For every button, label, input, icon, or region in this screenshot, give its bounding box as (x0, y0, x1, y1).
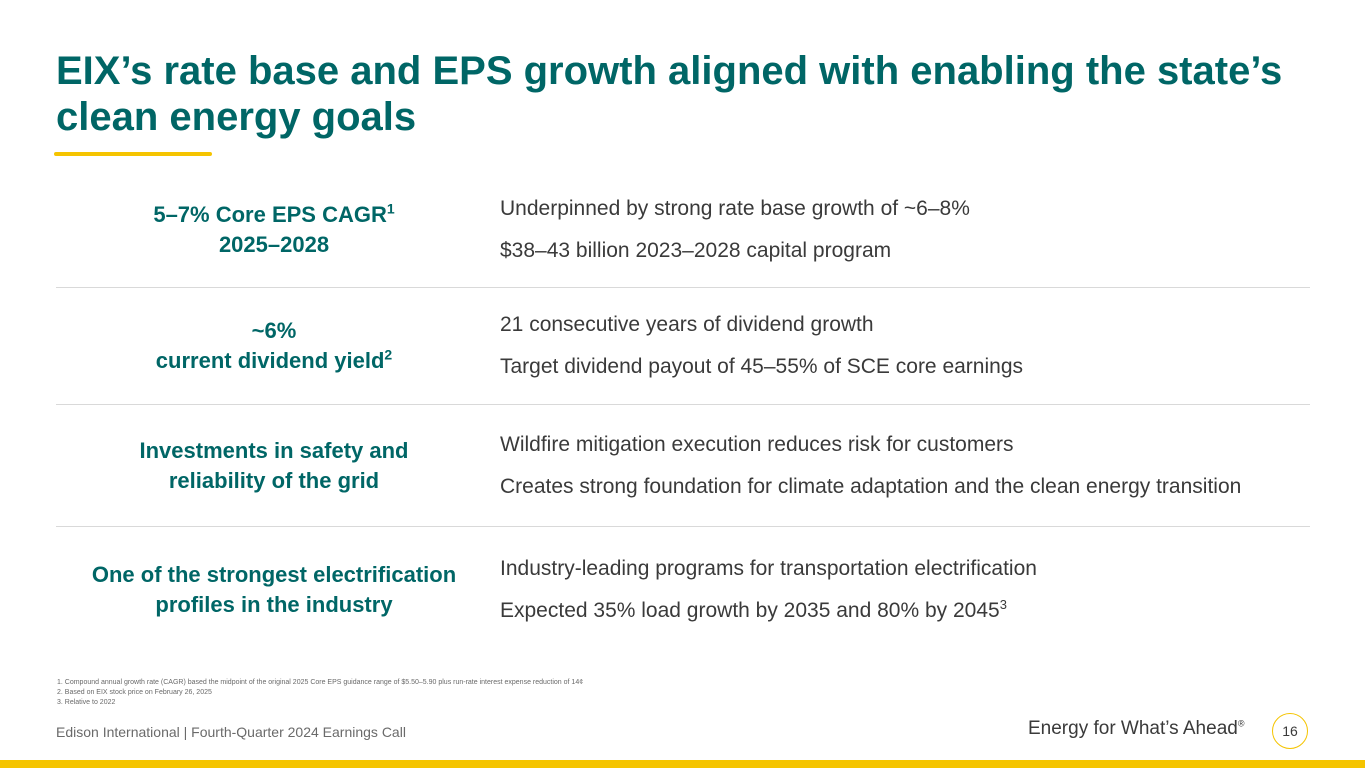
bottom-accent-bar (0, 760, 1365, 768)
row-detail-line: Wildfire mitigation execution reduces ri… (500, 432, 1014, 456)
row-detail-line: 21 consecutive years of dividend growth (500, 313, 874, 336)
row-heading-line2: profiles in the industry (155, 592, 393, 617)
row-details: Wildfire mitigation execution reduces ri… (492, 431, 1310, 501)
slide-title: EIX’s rate base and EPS growth aligned w… (56, 49, 1283, 139)
brand-tagline: Energy for What’s Ahead® (1028, 718, 1245, 739)
row-details: 21 consecutive years of dividend growth … (492, 311, 1310, 381)
page-number-badge: 16 (1272, 713, 1308, 749)
highlights-table: 5–7% Core EPS CAGR1 2025–2028 Underpinne… (56, 172, 1310, 653)
highlight-row-electrification: One of the strongest electrification pro… (56, 527, 1310, 653)
row-detail-line: Creates strong foundation for climate ad… (500, 474, 1242, 498)
footnote: 2. Based on EIX stock price on February … (57, 689, 212, 696)
footnote: 1. Compound annual growth rate (CAGR) ba… (57, 679, 584, 686)
title-accent-bar (54, 152, 212, 156)
footnote-ref: 2 (384, 346, 393, 363)
registered-mark: ® (1237, 718, 1245, 729)
footnote: 3. Relative to 2022 (57, 699, 116, 706)
row-heading-line1: ~6% (251, 318, 297, 343)
footer-event-label: Edison International | Fourth-Quarter 20… (56, 724, 406, 740)
row-heading-line2: reliability of the grid (168, 467, 380, 493)
row-heading: One of the strongest electrification pro… (56, 560, 492, 620)
row-heading-line1: One of the strongest electrification (91, 562, 457, 587)
row-heading: ~6% current dividend yield2 (56, 316, 492, 376)
row-heading-line1: 5–7% Core EPS CAGR (153, 201, 387, 227)
footnote-ref: 1 (386, 200, 395, 217)
row-heading-line1: Investments in safety and (139, 437, 409, 463)
footnotes: 1. Compound annual growth rate (CAGR) ba… (57, 678, 583, 708)
row-heading: Investments in safety and reliability of… (56, 436, 492, 496)
row-detail-line: Expected 35% load growth by 2035 and 80%… (500, 597, 1007, 622)
highlight-row-dividend: ~6% current dividend yield2 21 consecuti… (56, 288, 1310, 405)
highlight-row-eps: 5–7% Core EPS CAGR1 2025–2028 Underpinne… (56, 172, 1310, 288)
row-heading: 5–7% Core EPS CAGR1 2025–2028 (56, 200, 492, 260)
row-detail-line: $38–43 billion 2023–2028 capital program (500, 238, 892, 262)
row-detail-line: Industry-leading programs for transporta… (500, 557, 1037, 580)
row-detail-line: Underpinned by strong rate base growth o… (500, 196, 970, 220)
row-heading-line2: current dividend yield (155, 348, 385, 373)
row-details: Underpinned by strong rate base growth o… (492, 195, 1310, 265)
row-detail-line: Target dividend payout of 45–55% of SCE … (500, 355, 1024, 378)
row-details: Industry-leading programs for transporta… (492, 555, 1310, 625)
page-number: 16 (1282, 723, 1298, 739)
highlight-row-safety: Investments in safety and reliability of… (56, 405, 1310, 527)
row-heading-line2: 2025–2028 (218, 231, 330, 257)
